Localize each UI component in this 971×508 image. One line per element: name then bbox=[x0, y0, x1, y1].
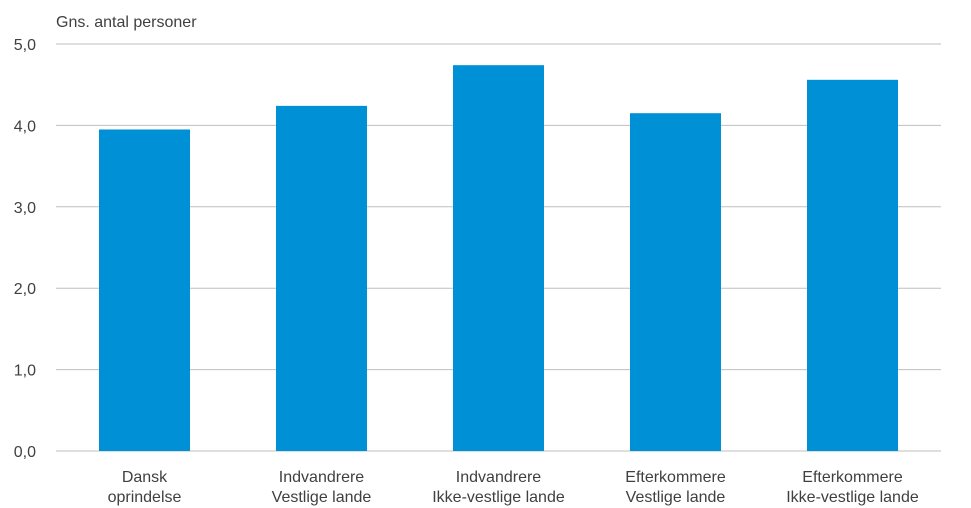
bar bbox=[99, 129, 190, 451]
y-tick-label: 2,0 bbox=[14, 281, 36, 298]
bar bbox=[807, 79, 898, 451]
x-tick-labels: Dansk oprindelse Indvandrere Vestlige lande… bbox=[108, 469, 919, 506]
bar bbox=[630, 113, 721, 451]
bars bbox=[99, 65, 898, 451]
x-tick-label: Indvandrere Vestlige lande bbox=[272, 469, 372, 506]
y-tick-label: 1,0 bbox=[14, 363, 36, 380]
bar bbox=[453, 65, 544, 451]
y-tick-labels: 0,0 1,0 2,0 3,0 4,0 5,0 bbox=[14, 37, 36, 461]
y-tick-label: 4,0 bbox=[14, 118, 36, 135]
y-tick-label: 5,0 bbox=[14, 37, 36, 54]
x-tick-label: Efterkommere Ikke-vestlige lande bbox=[786, 469, 919, 506]
x-tick-label: Indvandrere Ikke-vestlige lande bbox=[432, 469, 565, 506]
y-axis-title: Gns. antal personer bbox=[56, 14, 197, 31]
y-tick-label: 3,0 bbox=[14, 200, 36, 217]
bar bbox=[276, 105, 367, 451]
x-tick-label: Dansk oprindelse bbox=[108, 469, 182, 506]
x-tick-label: Efterkommere Vestlige lande bbox=[625, 469, 726, 506]
y-tick-label: 0,0 bbox=[14, 444, 36, 461]
